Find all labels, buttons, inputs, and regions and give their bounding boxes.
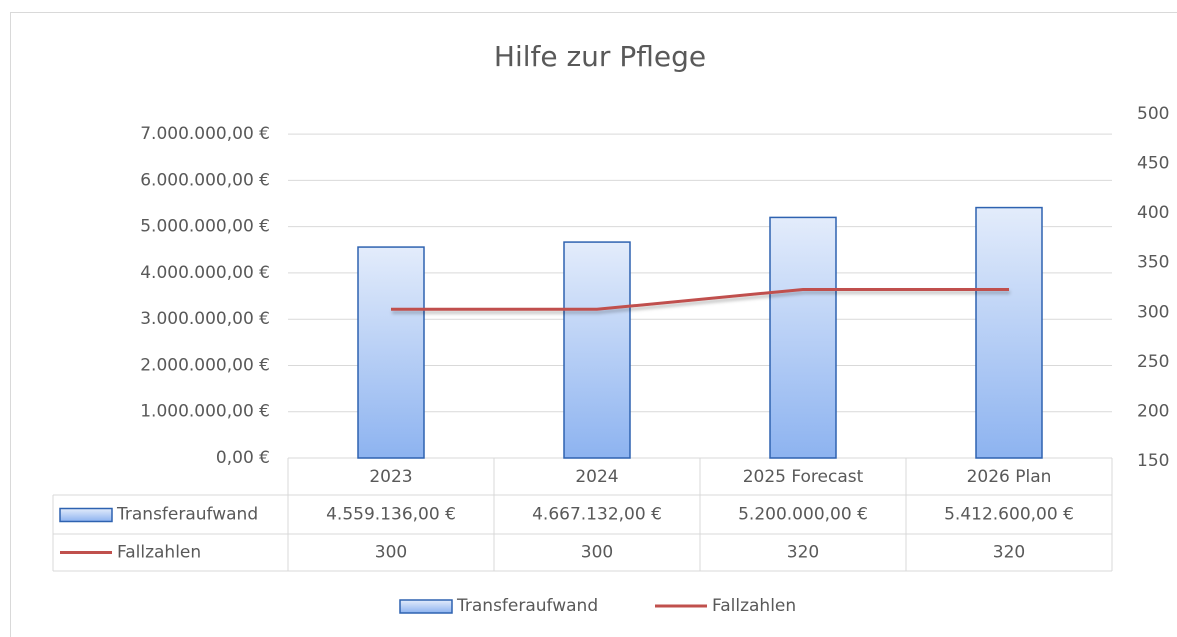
x-tick-label: 2025 Forecast [743, 467, 864, 487]
y-tick-label: 6.000.000,00 € [140, 170, 270, 190]
y2-tick-label: 350 [1137, 253, 1169, 273]
table-cell: 300 [375, 543, 407, 563]
y2-tick-label: 400 [1137, 203, 1169, 223]
y2-tick-label: 500 [1137, 104, 1169, 124]
bar [975, 206, 1043, 459]
y2-tick-label: 250 [1137, 352, 1169, 372]
x-tick-label: 2026 Plan [967, 467, 1052, 487]
table-cell: 320 [993, 543, 1025, 563]
y2-tick-label: 150 [1137, 451, 1169, 471]
y-tick-label: 0,00 € [216, 448, 270, 468]
y-tick-label: 3.000.000,00 € [140, 309, 270, 329]
x-tick-label: 2023 [369, 467, 412, 487]
y-tick-label: 7.000.000,00 € [140, 124, 270, 144]
y2-tick-label: 450 [1137, 154, 1169, 174]
legend-key [59, 507, 113, 523]
bar [563, 241, 631, 459]
chart-title: Hilfe zur Pflege [494, 40, 706, 73]
y-tick-label: 5.000.000,00 € [140, 217, 270, 237]
line [391, 287, 1009, 311]
y-tick-label: 4.000.000,00 € [140, 263, 270, 283]
bar [769, 216, 837, 459]
table-cell: 320 [787, 543, 819, 563]
table-cell: 5.412.600,00 € [944, 505, 1074, 525]
table-cell: 300 [581, 543, 613, 563]
table-cell: 4.559.136,00 € [326, 505, 456, 525]
table-cell: 4.667.132,00 € [532, 505, 662, 525]
table-cell: 5.200.000,00 € [738, 505, 868, 525]
legend-label: Transferaufwand [456, 596, 598, 616]
y-tick-label: 2.000.000,00 € [140, 355, 270, 375]
table-row-label: Fallzahlen [117, 543, 201, 563]
x-tick-label: 2024 [575, 467, 618, 487]
y2-tick-label: 200 [1137, 401, 1169, 421]
legend-key [399, 599, 453, 614]
legend-label: Fallzahlen [712, 596, 796, 616]
table-row-label: Transferaufwand [116, 505, 258, 525]
bar [357, 246, 425, 459]
y-tick-label: 1.000.000,00 € [140, 402, 270, 422]
y2-tick-label: 300 [1137, 302, 1169, 322]
